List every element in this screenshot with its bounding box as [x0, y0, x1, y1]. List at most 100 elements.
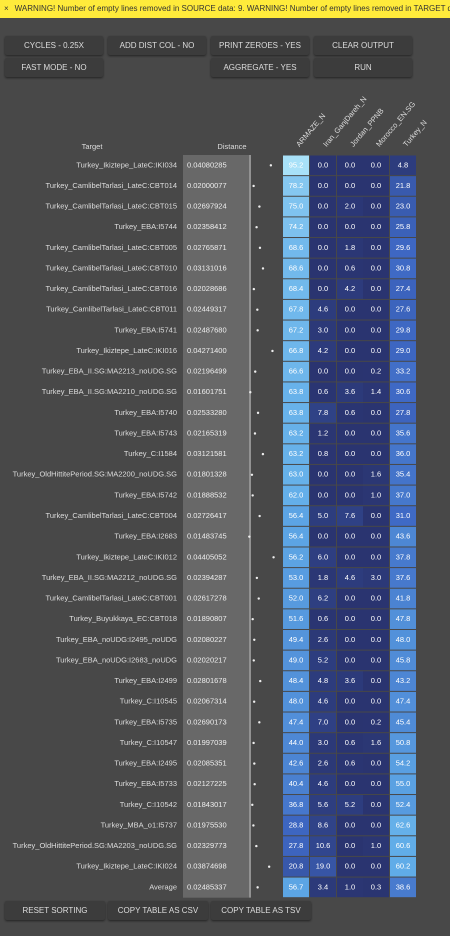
- cell-value: 19.0: [316, 862, 331, 871]
- button[interactable]: COPY TABLE AS TSV: [211, 901, 311, 920]
- cell: [310, 691, 336, 712]
- cell-value: 43.2: [396, 676, 411, 685]
- cell: [310, 485, 336, 506]
- button[interactable]: CLEAR OUTPUT: [314, 36, 412, 55]
- cell: [310, 815, 336, 836]
- cell-value: 0.0: [371, 222, 381, 231]
- cell-value: 63.2: [289, 449, 304, 458]
- cell-value: 0.0: [371, 428, 381, 437]
- button[interactable]: RUN: [314, 58, 412, 77]
- cell: [283, 279, 309, 299]
- cell: [363, 671, 389, 691]
- cell: [337, 629, 363, 650]
- cell: [337, 485, 363, 506]
- cell-value: 0.0: [345, 449, 355, 458]
- cell-value: 5.6: [318, 800, 328, 809]
- cell-value: 68.4: [289, 284, 304, 293]
- distance-value: 0.02449317: [187, 305, 227, 314]
- cell-value: 30.6: [396, 387, 411, 396]
- distance-value: 0.03121581: [187, 449, 227, 458]
- distance-value: 0.01890807: [187, 614, 227, 623]
- cell-value: 0.0: [318, 181, 328, 190]
- cell-value: 7.8: [318, 408, 328, 417]
- cell-value: 56.2: [289, 552, 304, 561]
- cell: [310, 547, 336, 568]
- cell-value: 0.0: [371, 408, 381, 417]
- target-name: Average: [149, 882, 177, 891]
- cell: [337, 877, 363, 898]
- target-name: Turkey_Ikiztepe_LateC:IKI024: [76, 862, 177, 871]
- cell: [283, 361, 309, 382]
- cell-value: 47.8: [396, 614, 411, 623]
- cell: [337, 299, 363, 320]
- distance-value: 0.01601751: [187, 387, 227, 396]
- cell: [390, 568, 416, 588]
- cell: [337, 464, 363, 485]
- cell: [337, 568, 363, 588]
- cell: [363, 836, 389, 856]
- cell-value: 20.8: [289, 862, 304, 871]
- distance-value: 0.01801328: [187, 470, 227, 479]
- button[interactable]: FAST MODE - NO: [5, 58, 103, 77]
- cell: [283, 341, 309, 361]
- cell-value: 0.0: [318, 202, 328, 211]
- target-name: Turkey_CamlibelTarlasi_LateC:CBT014: [46, 181, 177, 190]
- cell: [337, 320, 363, 341]
- cell-value: 4.6: [318, 779, 328, 788]
- target-name: Turkey_EBA:I5743: [114, 428, 177, 437]
- cell-value: 66.6: [289, 367, 304, 376]
- distance-value: 0.02726417: [187, 511, 227, 520]
- cell: [390, 403, 416, 423]
- cell-value: 0.0: [318, 160, 328, 169]
- cell: [337, 196, 363, 217]
- cell: [283, 856, 309, 877]
- cell: [337, 774, 363, 795]
- cell: [310, 258, 336, 279]
- button[interactable]: ADD DIST COL - NO: [108, 36, 206, 55]
- distance-value: 0.02329773: [187, 841, 227, 850]
- distance-value: 0.02080227: [187, 635, 227, 644]
- cell: [283, 423, 309, 444]
- cell: [310, 609, 336, 629]
- cell-value: 0.0: [371, 202, 381, 211]
- button[interactable]: COPY TABLE AS CSV: [108, 901, 208, 920]
- close-icon[interactable]: ×: [4, 4, 9, 13]
- cell-value: 36.0: [396, 449, 411, 458]
- warning-text: WARNING! Number of empty lines removed i…: [14, 4, 450, 13]
- button[interactable]: CYCLES - 0.25X: [5, 36, 103, 55]
- column-header: Distance: [217, 142, 246, 151]
- cell-value: 0.0: [318, 243, 328, 252]
- cell: [283, 403, 309, 423]
- distance-dot: [261, 267, 265, 270]
- target-name: Turkey_MBA_o1:I5737: [101, 820, 177, 829]
- cell-value: 0.0: [371, 160, 381, 169]
- cell: [363, 691, 389, 712]
- cell: [363, 341, 389, 361]
- cell: [310, 506, 336, 526]
- cell-value: 0.0: [371, 759, 381, 768]
- cell-value: 75.0: [289, 202, 304, 211]
- cell-value: 0.0: [318, 470, 328, 479]
- cell-value: 68.6: [289, 243, 304, 252]
- cell-value: 48.0: [396, 635, 411, 644]
- target-name: Turkey_C:I1584: [124, 449, 177, 458]
- distance-dot: [257, 597, 260, 600]
- cell: [310, 650, 336, 671]
- cell: [390, 382, 416, 403]
- button[interactable]: PRINT ZEROES - YES: [211, 36, 309, 55]
- button[interactable]: AGGREGATE - YES: [211, 58, 309, 77]
- button[interactable]: RESET SORTING: [5, 901, 105, 920]
- cell-value: 4.2: [345, 284, 355, 293]
- cell-value: 27.8: [289, 841, 304, 850]
- cell-value: 53.0: [289, 573, 304, 582]
- cell: [363, 403, 389, 423]
- cell: [310, 568, 336, 588]
- cell-value: 0.0: [371, 800, 381, 809]
- cell-value: 0.0: [371, 820, 381, 829]
- cell: [337, 341, 363, 361]
- cell: [310, 423, 336, 444]
- distance-value: 0.01997039: [187, 738, 227, 747]
- target-name: Turkey_OldHittitePeriod.SG:MA2200_noUDG.…: [13, 470, 178, 479]
- distance-value: 0.01975530: [187, 820, 227, 829]
